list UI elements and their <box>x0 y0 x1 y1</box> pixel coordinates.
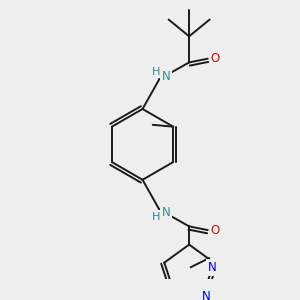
Text: O: O <box>211 224 220 237</box>
Text: N: N <box>202 290 211 300</box>
Text: O: O <box>211 52 220 65</box>
Text: H: H <box>152 212 160 222</box>
Text: N: N <box>161 70 170 83</box>
Text: H: H <box>152 67 160 77</box>
Text: N: N <box>161 206 170 219</box>
Text: N: N <box>208 261 216 274</box>
